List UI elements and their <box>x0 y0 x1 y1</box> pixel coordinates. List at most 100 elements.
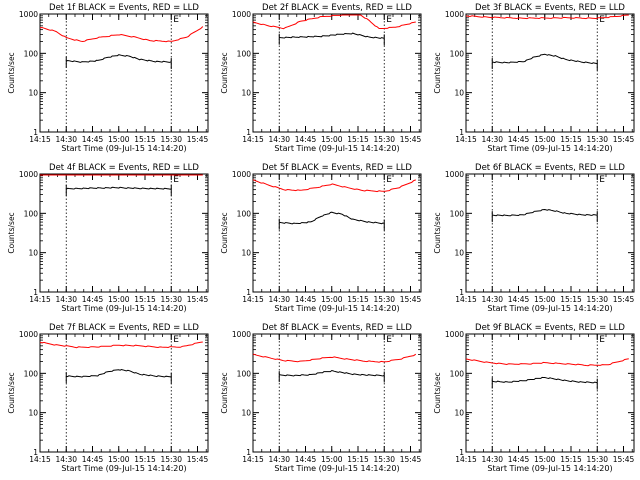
chart-9-xtick-label: 15:45 <box>613 455 635 464</box>
chart-2-ytick-label: 100 <box>237 49 252 58</box>
chart-7-xtick-label: 14:15 <box>29 455 51 464</box>
chart-7-xtick-label: 15:45 <box>187 455 209 464</box>
chart-8-xlabel: Start Time (09-Jul-15 14:14:20) <box>274 464 399 473</box>
chart-6-ylabel: Counts/sec <box>433 212 442 253</box>
chart-6-ytick-label: 10 <box>454 249 464 258</box>
chart-6-xtick-label: 14:30 <box>481 295 503 304</box>
chart-5-xlabel: Start Time (09-Jul-15 14:14:20) <box>274 304 399 313</box>
chart-2-xtick-label: 14:30 <box>268 135 290 144</box>
chart-1-xtick-label: 14:45 <box>82 135 104 144</box>
chart-8-xtick-label: 14:30 <box>268 455 290 464</box>
chart-8-xtick-label: 15:45 <box>400 455 422 464</box>
chart-9-xtick-label: 14:15 <box>455 455 477 464</box>
chart-7-marker-label: E <box>173 335 179 345</box>
chart-3-xtick-label: 15:00 <box>534 135 556 144</box>
chart-3-ylabel: Counts/sec <box>433 52 442 93</box>
chart-4-xtick-label: 14:15 <box>29 295 51 304</box>
chart-8-xtick-label: 15:15 <box>347 455 369 464</box>
chart-6-series-events <box>492 208 598 217</box>
chart-3-series-events <box>492 53 598 65</box>
chart-6-xtick-label: 15:45 <box>613 295 635 304</box>
chart-9-ylabel: Counts/sec <box>433 372 442 413</box>
chart-4-xtick-label: 15:45 <box>187 295 209 304</box>
chart-3-xtick-label: 15:30 <box>586 135 608 144</box>
chart-7-frame <box>39 333 209 453</box>
chart-5-ytick-label: 100 <box>237 209 252 218</box>
chart-7-ytick-label: 1 <box>33 448 38 457</box>
chart-9-series-lld <box>465 358 629 367</box>
chart-3-ytick-label: 1000 <box>445 10 464 19</box>
chart-7-ylabel: Counts/sec <box>7 372 16 413</box>
chart-9-xlabel: Start Time (09-Jul-15 14:14:20) <box>487 464 612 473</box>
chart-6-xlabel: Start Time (09-Jul-15 14:14:20) <box>487 304 612 313</box>
chart-5-ytick-label: 10 <box>241 249 251 258</box>
chart-1-ytick-label: 10 <box>28 89 38 98</box>
chart-9-xtick-label: 15:30 <box>586 455 608 464</box>
chart-7-series-events <box>66 368 172 378</box>
chart-7-series-lld <box>39 341 203 349</box>
chart-1-xlabel: Start Time (09-Jul-15 14:14:20) <box>61 144 186 153</box>
chart-5-title: Det 5f BLACK = Events, RED = LLD <box>262 163 412 173</box>
chart-9-marker-label: E <box>599 335 605 345</box>
chart-4-xtick-label: 14:30 <box>55 295 77 304</box>
chart-8-ylabel: Counts/sec <box>220 372 229 413</box>
chart-7-xtick-label: 15:15 <box>134 455 156 464</box>
chart-8-marker-label: E <box>386 335 392 345</box>
chart-4-ytick-label: 10 <box>28 249 38 258</box>
chart-2-ylabel: Counts/sec <box>220 52 229 93</box>
chart-8-ytick-label: 1 <box>246 448 251 457</box>
chart-7-xtick-label: 14:45 <box>82 455 104 464</box>
chart-6-xtick-label: 14:15 <box>455 295 477 304</box>
chart-4-ylabel: Counts/sec <box>7 212 16 253</box>
chart-9-ytick-label: 1000 <box>445 330 464 339</box>
chart-5-xtick-label: 14:30 <box>268 295 290 304</box>
chart-1-xtick-label: 14:30 <box>55 135 77 144</box>
chart-6-ytick-label: 100 <box>450 209 465 218</box>
chart-8-series-events <box>279 369 385 377</box>
chart-8-xtick-label: 14:45 <box>295 455 317 464</box>
chart-2-xtick-label: 15:15 <box>347 135 369 144</box>
chart-2-xtick-label: 14:15 <box>242 135 264 144</box>
chart-4-ytick-label: 100 <box>24 209 39 218</box>
chart-2-xtick-label: 15:00 <box>321 135 343 144</box>
chart-5-ylabel: Counts/sec <box>220 212 229 253</box>
chart-5-series-events <box>279 211 385 225</box>
chart-9-xtick-label: 15:15 <box>560 455 582 464</box>
chart-1-xtick-label: 15:45 <box>187 135 209 144</box>
chart-1-xtick-label: 14:15 <box>29 135 51 144</box>
chart-1-marker-label: E <box>173 15 179 25</box>
chart-4-marker-label: E <box>173 175 179 185</box>
chart-5-xtick-label: 15:15 <box>347 295 369 304</box>
chart-1-frame <box>39 13 209 133</box>
chart-2-xtick-label: 15:45 <box>400 135 422 144</box>
chart-3-frame <box>465 13 635 133</box>
chart-3-xtick-label: 14:45 <box>508 135 530 144</box>
chart-3-series-lld <box>465 14 629 20</box>
chart-8-frame <box>252 333 422 453</box>
chart-9-title: Det 9f BLACK = Events, RED = LLD <box>475 323 625 333</box>
chart-2-ytick-label: 1000 <box>232 10 251 19</box>
chart-8-xtick-label: 15:30 <box>373 455 395 464</box>
chart-1-xtick-label: 15:00 <box>108 135 130 144</box>
chart-8-xtick-label: 15:00 <box>321 455 343 464</box>
chart-5-xtick-label: 15:00 <box>321 295 343 304</box>
chart-8-ytick-label: 100 <box>237 369 252 378</box>
chart-6-xtick-label: 15:30 <box>586 295 608 304</box>
chart-9-ytick-label: 1 <box>459 448 464 457</box>
chart-6-title: Det 6f BLACK = Events, RED = LLD <box>475 163 625 173</box>
chart-2-frame <box>252 13 422 133</box>
chart-8-ytick-label: 1000 <box>232 330 251 339</box>
chart-6-ytick-label: 1000 <box>445 170 464 179</box>
chart-6-xtick-label: 15:00 <box>534 295 556 304</box>
chart-6-xtick-label: 14:45 <box>508 295 530 304</box>
chart-5-frame <box>252 173 422 293</box>
chart-2-xlabel: Start Time (09-Jul-15 14:14:20) <box>274 144 399 153</box>
chart-5-xtick-label: 15:45 <box>400 295 422 304</box>
chart-2-ytick-label: 1 <box>246 128 251 137</box>
chart-1-ylabel: Counts/sec <box>7 52 16 93</box>
chart-5-ytick-label: 1 <box>246 288 251 297</box>
chart-1-series-lld <box>39 26 204 43</box>
chart-4-title: Det 4f BLACK = Events, RED = LLD <box>49 163 199 173</box>
chart-3-xtick-label: 14:15 <box>455 135 477 144</box>
chart-7-xtick-label: 15:00 <box>108 455 130 464</box>
